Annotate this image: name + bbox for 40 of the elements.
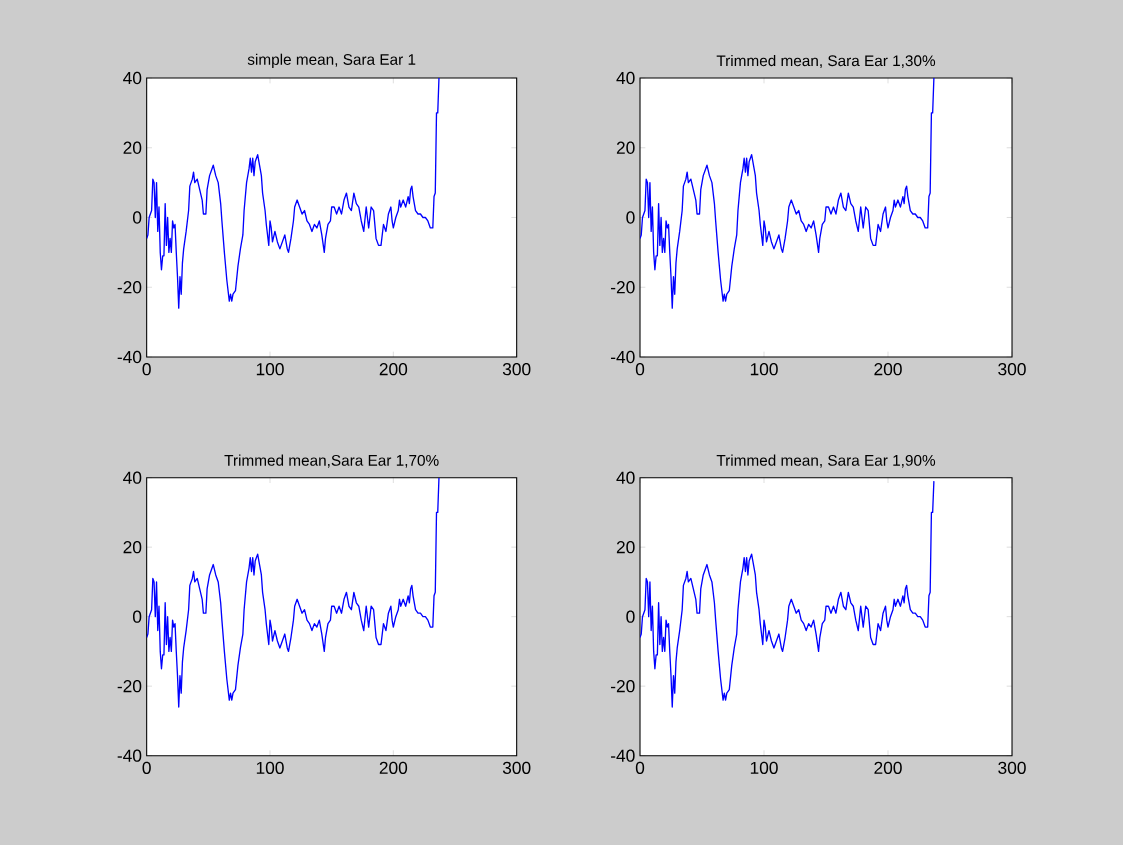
x-tick-label: 200 xyxy=(874,761,902,774)
y-tick-label: -40 xyxy=(117,749,142,762)
y-tick-label: 20 xyxy=(616,541,635,554)
x-tick-label: 100 xyxy=(256,363,284,376)
y-tick-label: -20 xyxy=(117,680,142,693)
x-tick-label: 200 xyxy=(379,363,408,376)
x-tick-label: 0 xyxy=(142,761,151,774)
chart-title: simple mean, Sara Ear 1 xyxy=(247,53,416,68)
x-tick-label: 100 xyxy=(750,761,778,774)
x-tick-label: 200 xyxy=(379,761,408,774)
y-tick-label: 0 xyxy=(132,610,142,623)
y-tick-label: -40 xyxy=(611,350,635,364)
y-tick-label: -20 xyxy=(611,680,635,693)
x-tick-label: 200 xyxy=(874,363,902,376)
x-tick-label: 300 xyxy=(998,363,1026,376)
chart-title: Trimmed mean,Sara Ear 1,70% xyxy=(224,454,439,468)
y-tick-label: 20 xyxy=(616,141,635,154)
x-tick-label: 0 xyxy=(142,363,151,376)
x-tick-label: 0 xyxy=(635,761,645,774)
chart-title: Trimmed mean, Sara Ear 1,30% xyxy=(716,54,936,68)
x-tick-label: 100 xyxy=(750,363,778,376)
y-tick-label: 0 xyxy=(132,211,142,224)
x-tick-label: 300 xyxy=(502,761,531,774)
x-tick-label: 100 xyxy=(256,761,284,774)
y-tick-label: -40 xyxy=(117,350,142,364)
chart-title: Trimmed mean, Sara Ear 1,90% xyxy=(716,454,936,468)
y-tick-label: 0 xyxy=(626,610,635,623)
x-tick-label: 300 xyxy=(502,363,531,376)
y-tick-label: 20 xyxy=(123,141,142,154)
y-tick-label: 40 xyxy=(123,471,142,484)
y-tick-label: 40 xyxy=(616,71,635,85)
y-tick-label: 20 xyxy=(123,541,142,554)
y-tick-label: -20 xyxy=(117,281,142,294)
x-tick-label: 0 xyxy=(635,363,645,376)
y-tick-label: -20 xyxy=(611,281,635,294)
y-tick-label: 40 xyxy=(123,71,142,85)
x-tick-label: 300 xyxy=(998,761,1026,774)
y-tick-label: -40 xyxy=(611,749,635,762)
y-tick-label: 40 xyxy=(616,471,635,484)
y-tick-label: 0 xyxy=(626,211,635,224)
